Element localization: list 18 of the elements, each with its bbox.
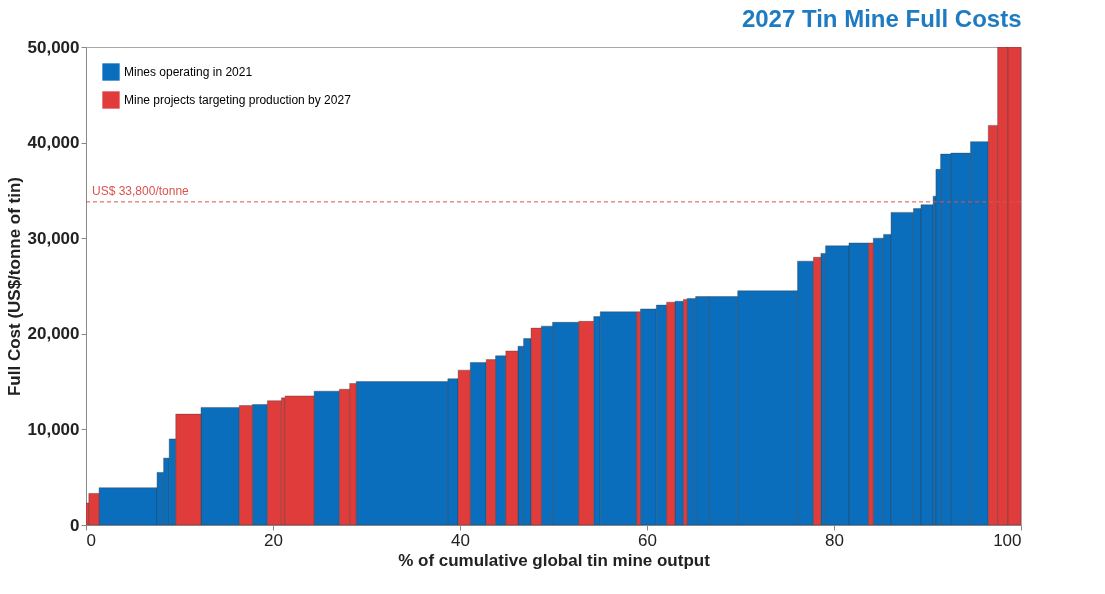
y-tick-label: 0 — [70, 515, 80, 535]
legend-label: Mines operating in 2021 — [124, 65, 253, 79]
x-tick-label: 0 — [86, 530, 96, 550]
ref-line-label: US$ 33,800/tonne — [92, 183, 190, 198]
y-axis-title: Full Cost (US$/tonne of tin) — [4, 176, 24, 397]
x-tick-label: 60 — [638, 530, 657, 550]
x-tick-label: 20 — [264, 530, 283, 550]
chart-title: 2027 Tin Mine Full Costs — [741, 5, 1022, 32]
x-axis-title: % of cumulative global tin mine output — [398, 550, 711, 570]
y-tick-label: 40,000 — [27, 133, 80, 153]
y-tick-label: 50,000 — [27, 37, 80, 57]
x-tick-label: 100 — [993, 530, 1022, 550]
y-tick-label: 30,000 — [27, 228, 80, 248]
legend-label: Mine projects targeting production by 2027 — [124, 93, 352, 107]
y-tick-label: 20,000 — [27, 324, 80, 344]
x-tick-label: 40 — [451, 530, 470, 550]
x-tick-label: 80 — [825, 530, 844, 550]
y-tick-label: 10,000 — [27, 419, 80, 439]
